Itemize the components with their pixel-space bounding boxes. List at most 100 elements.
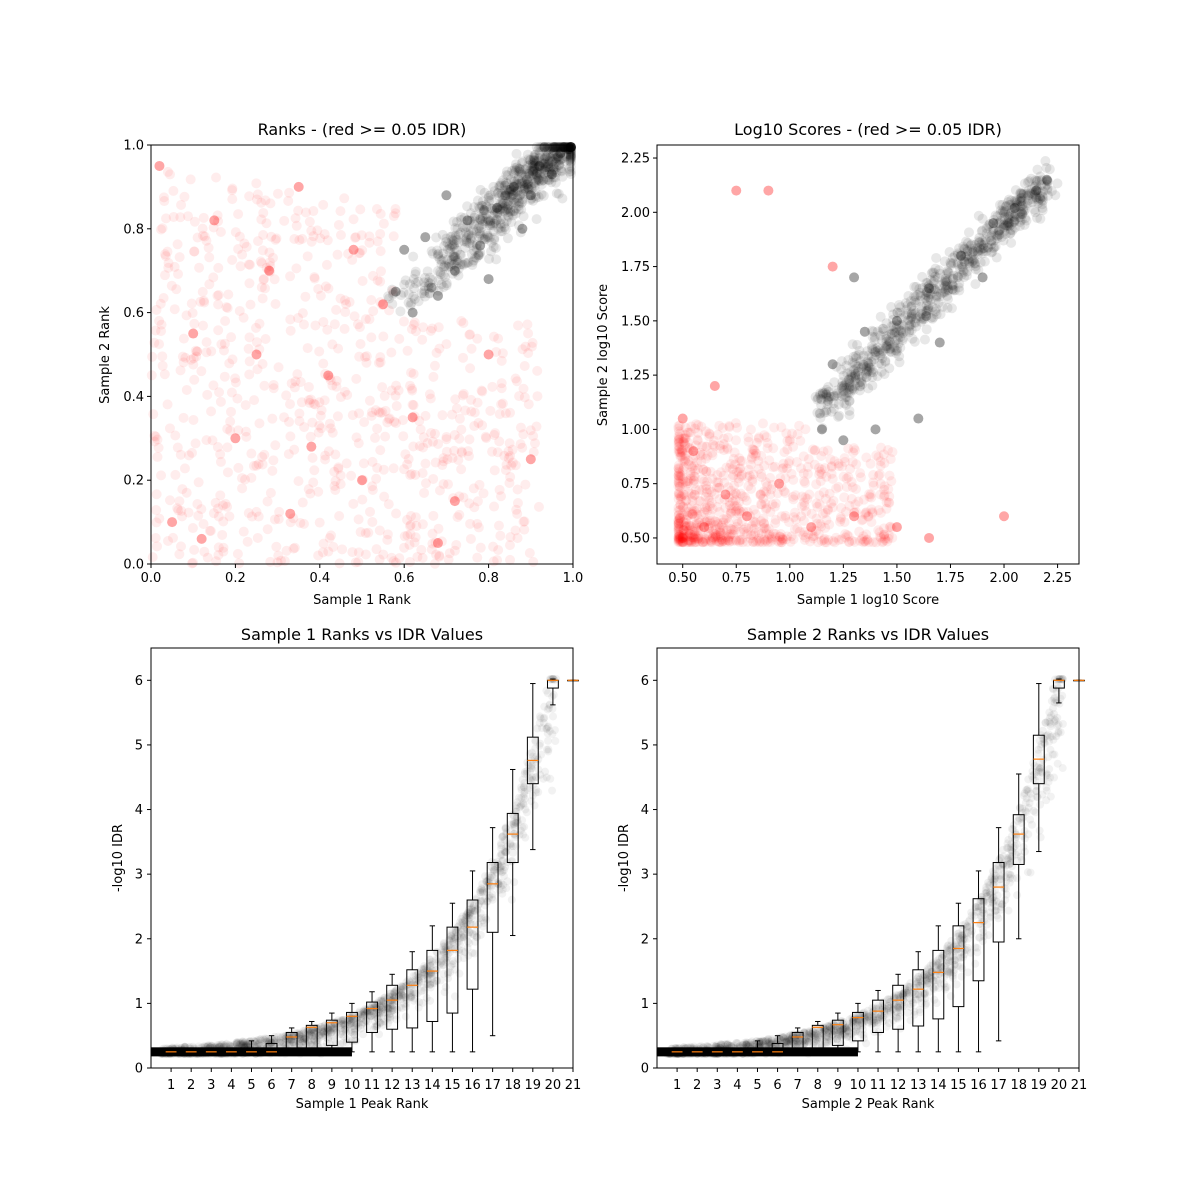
scatter-density-point bbox=[868, 344, 879, 355]
x-tick-label: 1.00 bbox=[775, 571, 804, 586]
scatter-density-point bbox=[701, 466, 712, 477]
idr-cloud-point bbox=[295, 1031, 304, 1040]
scatter-density-point bbox=[540, 152, 551, 163]
scatter-density-point bbox=[770, 514, 781, 525]
scatter-density-point bbox=[701, 487, 712, 498]
scatter-density-point bbox=[268, 379, 279, 390]
scatter-point bbox=[731, 185, 742, 196]
scatter-density-point bbox=[222, 303, 233, 314]
scatter-density-point bbox=[489, 203, 500, 214]
scatter-density-point bbox=[293, 313, 304, 324]
scatter-density-point bbox=[530, 190, 541, 201]
scatter-density-point bbox=[508, 194, 519, 205]
scatter-density-point bbox=[354, 322, 365, 333]
idr-cloud-point bbox=[181, 1049, 190, 1058]
scatter-density-point bbox=[285, 431, 296, 442]
scatter-density-point bbox=[325, 375, 336, 386]
scatter-density-point bbox=[527, 161, 538, 172]
scatter-density-point bbox=[972, 246, 983, 257]
scatter-density-point bbox=[557, 145, 568, 156]
scatter-density-point bbox=[409, 283, 420, 294]
scatter-density-point bbox=[477, 200, 488, 211]
scatter-density-point bbox=[489, 501, 500, 512]
scatter-density-point bbox=[163, 535, 174, 546]
scatter-density-point bbox=[528, 430, 539, 441]
scatter-density-point bbox=[473, 250, 484, 261]
scatter-density-point bbox=[833, 482, 844, 493]
scatter-density-point bbox=[367, 456, 378, 467]
scatter-density-point bbox=[219, 338, 230, 349]
scatter-density-point bbox=[471, 252, 482, 263]
scatter-density-point bbox=[469, 210, 480, 221]
scatter-density-point bbox=[518, 516, 529, 527]
scatter-density-point bbox=[879, 533, 890, 544]
scatter-density-point bbox=[343, 248, 354, 259]
scatter-density-point bbox=[561, 149, 572, 160]
scatter-density-point bbox=[799, 534, 810, 545]
scatter-density-point bbox=[863, 537, 874, 548]
scatter-density-point bbox=[174, 252, 185, 263]
scatter-density-point bbox=[750, 450, 761, 461]
scatter-density-point bbox=[388, 211, 399, 222]
scatter-density-point bbox=[415, 424, 426, 435]
scatter-density-point bbox=[233, 244, 244, 255]
scatter-density-point bbox=[483, 215, 494, 226]
scatter-density-point bbox=[881, 503, 892, 514]
scatter-density-point bbox=[391, 380, 402, 391]
scatter-density-point bbox=[706, 487, 717, 498]
scatter-density-point bbox=[188, 359, 199, 370]
scatter-density-point bbox=[512, 484, 523, 495]
scatter-density-point bbox=[451, 234, 462, 245]
scatter-density-point bbox=[756, 468, 767, 479]
scatter-density-point bbox=[673, 488, 684, 499]
scatter-density-point bbox=[427, 528, 438, 539]
scatter-point bbox=[924, 283, 935, 294]
idr-cloud-point bbox=[260, 1046, 269, 1055]
scatter-density-point bbox=[736, 534, 747, 545]
scatter-density-point bbox=[463, 446, 474, 457]
scatter-density-point bbox=[678, 516, 689, 527]
scatter-density-point bbox=[425, 393, 436, 404]
scatter-density-point bbox=[220, 316, 231, 327]
scatter-density-point bbox=[866, 504, 877, 515]
scatter-density-point bbox=[418, 432, 429, 443]
scatter-density-point bbox=[519, 360, 530, 371]
scatter-density-point bbox=[449, 259, 460, 270]
y-tick-label: 1.00 bbox=[621, 423, 650, 438]
scatter-density-point bbox=[692, 434, 703, 445]
scatter-density-point bbox=[218, 542, 229, 553]
scatter-density-point bbox=[360, 351, 371, 362]
scatter-density-point bbox=[675, 499, 686, 510]
scatter-density-point bbox=[854, 345, 865, 356]
scatter-density-point bbox=[190, 438, 201, 449]
scatter-density-point bbox=[285, 314, 296, 325]
scatter-density-point bbox=[517, 196, 528, 207]
scatter-density-point bbox=[712, 532, 723, 543]
scatter-density-point bbox=[914, 283, 925, 294]
scatter-density-point bbox=[873, 525, 884, 536]
scatter-density-point bbox=[742, 471, 753, 482]
scatter-density-point bbox=[151, 304, 162, 315]
scatter-density-point bbox=[539, 154, 550, 165]
scatter-density-point bbox=[243, 343, 254, 354]
scatter-density-point bbox=[378, 549, 389, 560]
scatter-density-point bbox=[991, 252, 1002, 263]
scatter-density-point bbox=[780, 513, 791, 524]
scatter-density-point bbox=[379, 491, 390, 502]
scatter-density-point bbox=[548, 148, 559, 159]
scatter-density-point bbox=[395, 306, 406, 317]
scatter-density-point bbox=[251, 322, 262, 333]
scatter-density-point bbox=[552, 151, 563, 162]
scatter-density-point bbox=[451, 216, 462, 227]
scatter-point bbox=[891, 522, 902, 533]
scatter-density-point bbox=[374, 525, 385, 536]
scatter-density-point bbox=[517, 442, 528, 453]
scatter-density-point bbox=[318, 358, 329, 369]
scatter-density-point bbox=[224, 511, 235, 522]
scatter-density-point bbox=[518, 189, 529, 200]
scatter-density-point bbox=[443, 258, 454, 269]
scatter-density-point bbox=[505, 191, 516, 202]
scatter-density-point bbox=[473, 417, 484, 428]
scatter-density-point bbox=[157, 360, 168, 371]
x-tick-label: 4 bbox=[227, 1078, 235, 1093]
